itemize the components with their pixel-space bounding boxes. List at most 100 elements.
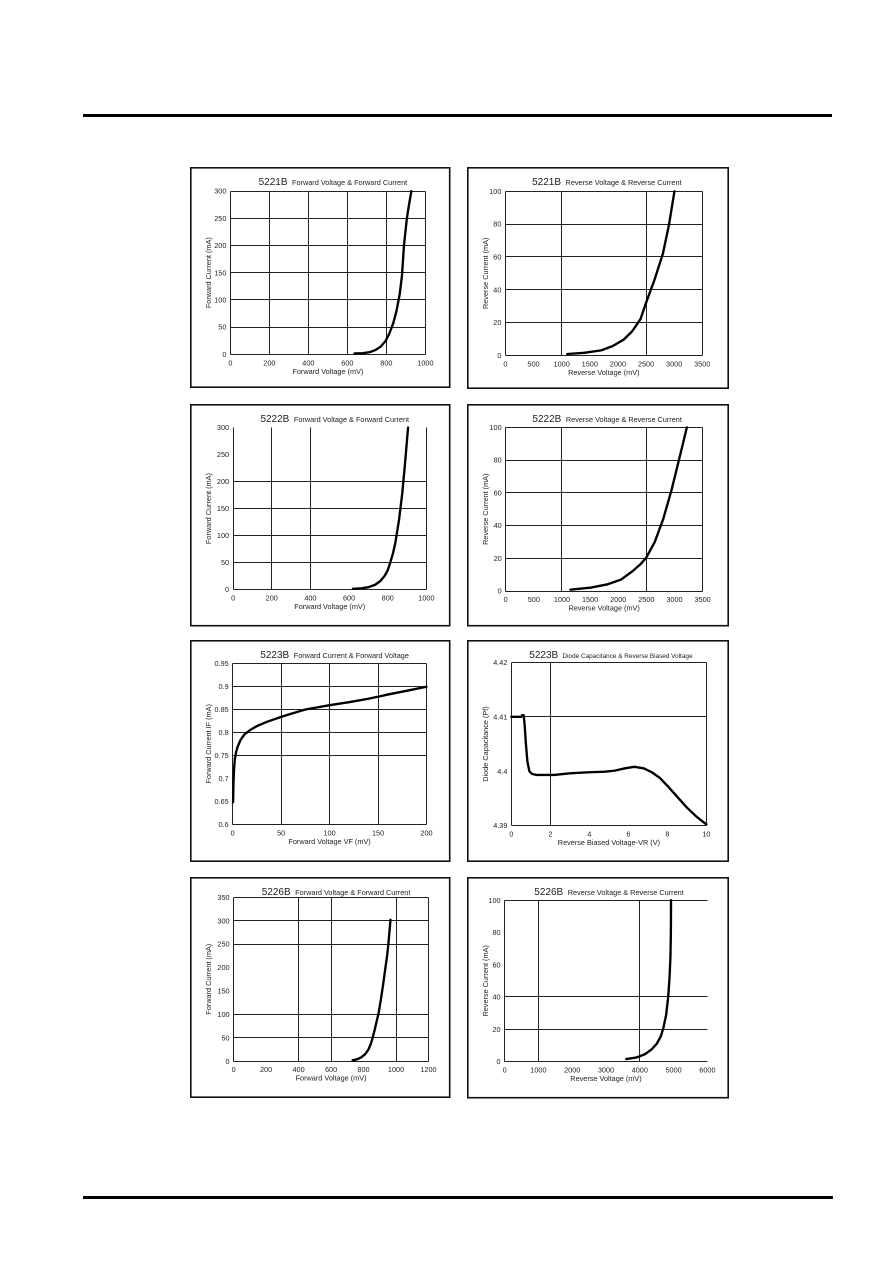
svg-text:5223B Diode Capacitance & Reve: 5223B Diode Capacitance & Reverse Biased…	[529, 650, 693, 661]
svg-text:50: 50	[277, 828, 285, 837]
svg-text:100: 100	[490, 423, 502, 432]
svg-text:5221B Forward Voltage & Forwar: 5221B Forward Voltage & Forward Current	[259, 177, 408, 188]
svg-text:0: 0	[232, 1065, 236, 1074]
svg-text:100: 100	[214, 296, 226, 305]
svg-text:4.39: 4.39	[493, 821, 507, 830]
svg-text:Forward Voltage (mV): Forward Voltage (mV)	[294, 602, 365, 611]
svg-text:0.65: 0.65	[214, 797, 228, 806]
svg-text:10: 10	[702, 830, 710, 839]
svg-text:600: 600	[325, 1065, 337, 1074]
svg-text:0: 0	[222, 350, 226, 359]
svg-text:50: 50	[221, 558, 229, 567]
svg-text:300: 300	[217, 916, 229, 925]
svg-text:0: 0	[504, 595, 508, 604]
svg-text:Forward Voltage (mV): Forward Voltage (mV)	[292, 367, 363, 376]
svg-text:100: 100	[488, 896, 500, 905]
svg-text:Forward Current (mA): Forward Current (mA)	[204, 473, 213, 544]
svg-text:150: 150	[372, 828, 384, 837]
svg-text:800: 800	[357, 1065, 369, 1074]
svg-text:Reverse Voltage (mV): Reverse Voltage (mV)	[570, 1074, 641, 1083]
svg-text:600: 600	[343, 594, 355, 603]
svg-text:200: 200	[420, 828, 432, 837]
svg-text:0.6: 0.6	[219, 820, 229, 829]
svg-text:Forward Voltage VF (mV): Forward Voltage VF (mV)	[288, 837, 370, 846]
svg-text:1500: 1500	[582, 595, 598, 604]
svg-text:150: 150	[214, 268, 226, 277]
svg-text:200: 200	[263, 358, 275, 367]
svg-text:5000: 5000	[665, 1066, 681, 1075]
svg-text:20: 20	[492, 1025, 500, 1034]
svg-text:1000: 1000	[530, 1066, 546, 1075]
svg-text:6: 6	[626, 830, 630, 839]
svg-text:200: 200	[217, 963, 229, 972]
svg-text:0: 0	[503, 1066, 507, 1075]
svg-text:0: 0	[225, 585, 229, 594]
svg-text:400: 400	[292, 1065, 304, 1074]
svg-text:3000: 3000	[598, 1066, 614, 1075]
svg-text:0: 0	[498, 587, 502, 596]
svg-text:0.85: 0.85	[214, 705, 228, 714]
svg-text:Forward Current (mA): Forward Current (mA)	[204, 237, 213, 308]
svg-text:3000: 3000	[666, 359, 682, 368]
svg-text:5226B Reverse Voltage & Revers: 5226B Reverse Voltage & Reverse Current	[534, 887, 683, 898]
svg-text:0: 0	[509, 830, 513, 839]
svg-text:400: 400	[304, 594, 316, 603]
svg-text:80: 80	[492, 928, 500, 937]
svg-text:500: 500	[527, 359, 539, 368]
svg-text:60: 60	[494, 488, 502, 497]
svg-text:2000: 2000	[564, 1066, 580, 1075]
svg-text:250: 250	[214, 214, 226, 223]
svg-text:Forward Voltage (mV): Forward Voltage (mV)	[296, 1074, 367, 1083]
svg-text:Reverse Voltage (mV): Reverse Voltage (mV)	[568, 604, 639, 613]
svg-text:0: 0	[231, 594, 235, 603]
svg-text:1000: 1000	[554, 595, 570, 604]
svg-text:100: 100	[217, 1010, 229, 1019]
svg-text:20: 20	[493, 318, 501, 327]
svg-text:0.75: 0.75	[214, 751, 228, 760]
svg-text:Reverse Voltage (mV): Reverse Voltage (mV)	[568, 368, 639, 377]
svg-text:40: 40	[493, 285, 501, 294]
svg-text:4.4: 4.4	[497, 767, 507, 776]
svg-text:60: 60	[493, 253, 501, 262]
svg-text:50: 50	[218, 323, 226, 332]
svg-text:0: 0	[228, 358, 232, 367]
svg-text:40: 40	[492, 993, 500, 1002]
svg-text:0: 0	[497, 1057, 501, 1066]
svg-text:0.95: 0.95	[214, 659, 228, 668]
svg-text:1000: 1000	[554, 359, 570, 368]
svg-text:200: 200	[217, 477, 229, 486]
svg-text:50: 50	[221, 1033, 229, 1042]
svg-text:8: 8	[665, 830, 669, 839]
svg-text:4.42: 4.42	[493, 658, 507, 667]
svg-text:2000: 2000	[610, 359, 626, 368]
svg-text:0: 0	[231, 828, 235, 837]
svg-text:4.41: 4.41	[493, 712, 507, 721]
svg-text:Reverse Current (mA): Reverse Current (mA)	[481, 474, 490, 545]
svg-text:1000: 1000	[417, 358, 433, 367]
svg-text:1000: 1000	[418, 594, 434, 603]
svg-text:1200: 1200	[420, 1065, 436, 1074]
svg-text:Reverse Current (mA): Reverse Current (mA)	[481, 238, 490, 309]
svg-text:Diode Capacitance (Pf): Diode Capacitance (Pf)	[481, 706, 490, 781]
svg-text:5226B Forward Voltage & Forwar: 5226B Forward Voltage & Forward Current	[262, 887, 411, 898]
svg-text:6000: 6000	[699, 1066, 715, 1075]
svg-text:200: 200	[214, 241, 226, 250]
svg-text:0: 0	[226, 1057, 230, 1066]
svg-text:100: 100	[324, 828, 336, 837]
svg-text:80: 80	[493, 220, 501, 229]
svg-text:100: 100	[489, 187, 501, 196]
svg-text:100: 100	[217, 531, 229, 540]
svg-text:4000: 4000	[632, 1066, 648, 1075]
svg-text:5222B Reverse Voltage & Revers: 5222B Reverse Voltage & Reverse Current	[532, 414, 681, 425]
svg-text:150: 150	[217, 504, 229, 513]
svg-text:2500: 2500	[638, 595, 654, 604]
svg-text:0.9: 0.9	[219, 682, 229, 691]
svg-text:1000: 1000	[388, 1065, 404, 1074]
svg-text:1500: 1500	[582, 359, 598, 368]
svg-text:3500: 3500	[694, 595, 710, 604]
svg-text:800: 800	[382, 594, 394, 603]
svg-text:2000: 2000	[610, 595, 626, 604]
svg-text:5222B Forward Voltage & Forwar: 5222B Forward Voltage & Forward Current	[260, 414, 409, 425]
svg-text:0.7: 0.7	[219, 774, 229, 783]
svg-text:400: 400	[302, 358, 314, 367]
